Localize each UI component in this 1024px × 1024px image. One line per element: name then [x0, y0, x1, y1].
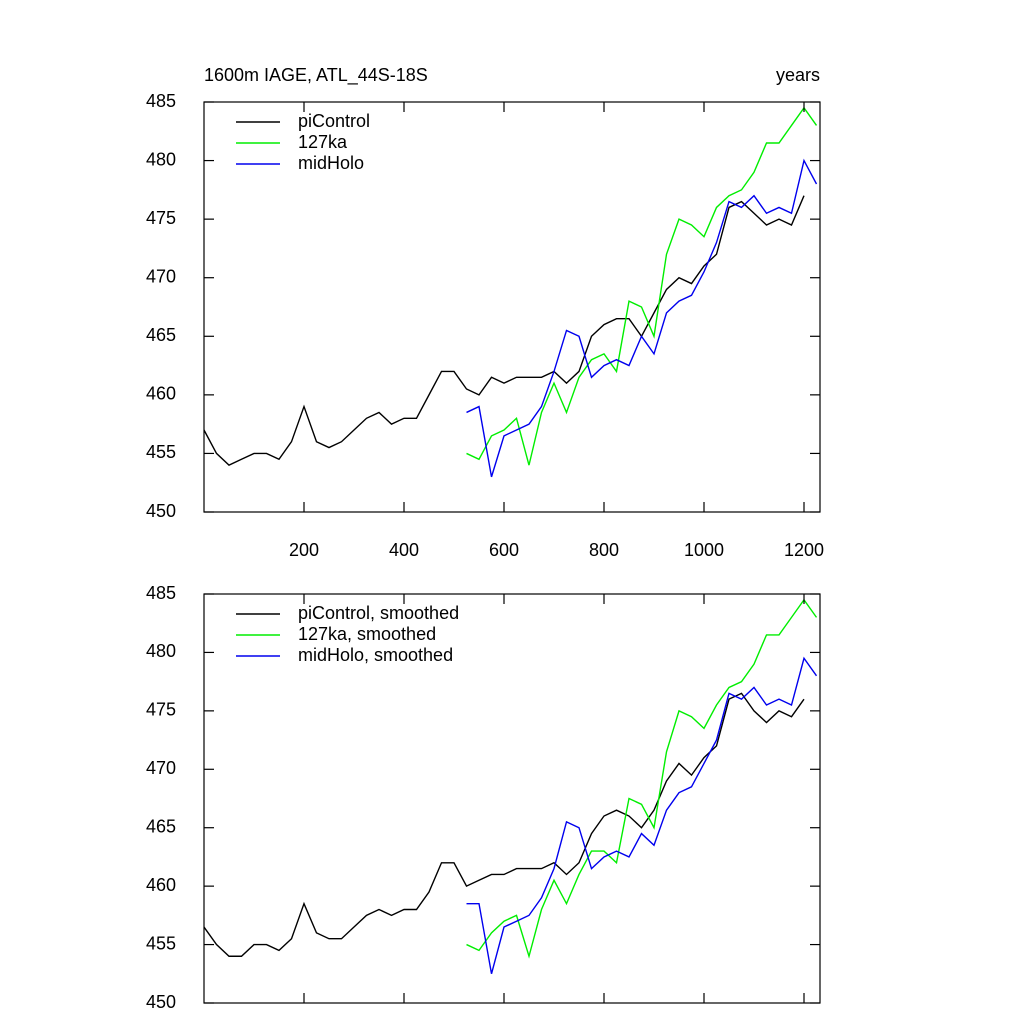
series-line [203, 692, 805, 957]
x-tick-label: 600 [489, 540, 519, 560]
legend-label: 127ka [298, 132, 348, 152]
legend-label: midHolo [298, 153, 364, 173]
y-tick-label: 455 [146, 933, 176, 953]
series-line [466, 598, 818, 959]
y-tick-label: 465 [146, 325, 176, 345]
y-tick-label: 485 [146, 91, 176, 111]
y-tick-label: 480 [146, 641, 176, 661]
legend-label: 127ka, smoothed [298, 624, 436, 644]
x-tick-label: 400 [389, 540, 419, 560]
series-line [466, 106, 818, 466]
y-tick-label: 455 [146, 442, 176, 462]
series-line [466, 656, 818, 974]
y-tick-label: 460 [146, 875, 176, 895]
y-tick-label: 470 [146, 266, 176, 286]
x-tick-label: 1200 [784, 540, 824, 560]
y-tick-label: 480 [146, 149, 176, 169]
y-tick-label: 485 [146, 583, 176, 603]
y-tick-label: 475 [146, 208, 176, 228]
series-line [203, 195, 805, 466]
x-tick-label: 1000 [684, 540, 724, 560]
legend-label: piControl [298, 111, 370, 131]
x-tick-label: 800 [589, 540, 619, 560]
y-tick-label: 450 [146, 501, 176, 521]
x-tick-label: 200 [289, 540, 319, 560]
legend-label: piControl, smoothed [298, 603, 459, 623]
plot-frame [203, 593, 821, 1004]
y-tick-label: 460 [146, 384, 176, 404]
chart-title: 1600m IAGE, ATL_44S-18S [204, 65, 428, 86]
x-axis-label: years [776, 65, 820, 85]
y-tick-label: 470 [146, 758, 176, 778]
y-tick-label: 475 [146, 700, 176, 720]
series-line [466, 158, 818, 478]
plot-frame [203, 101, 821, 513]
y-tick-label: 450 [146, 992, 176, 1012]
legend-label: midHolo, smoothed [298, 645, 453, 665]
y-tick-label: 465 [146, 816, 176, 836]
